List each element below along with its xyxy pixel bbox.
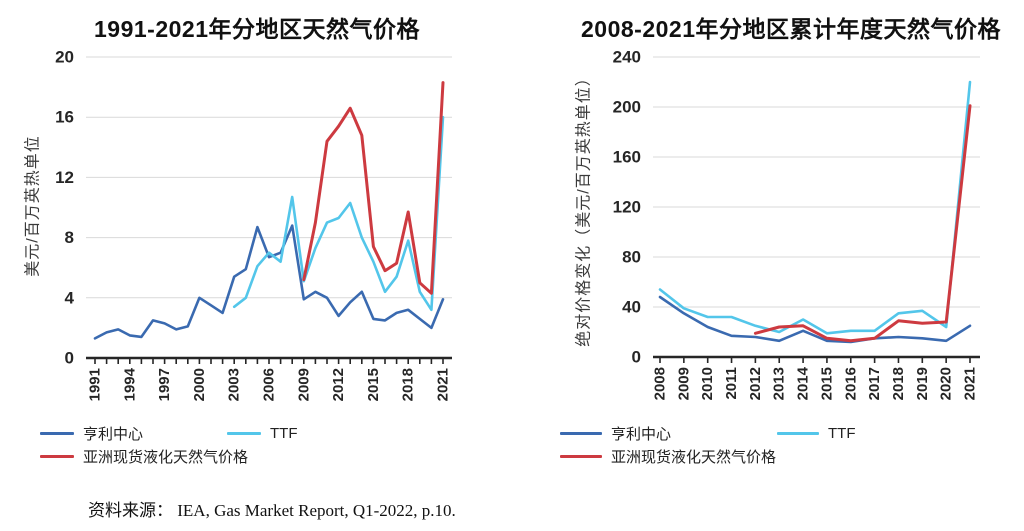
x-tick-label: 2015 xyxy=(818,367,835,400)
legend-label: TTF xyxy=(270,425,298,442)
legend-item-asia-lng: 亚洲现货液化天然气价格 xyxy=(40,446,248,467)
x-tick-label: 2008 xyxy=(652,367,669,400)
x-tick-label: 2012 xyxy=(330,368,347,401)
x-tick-label: 2018 xyxy=(890,367,907,400)
henry-hub-line-swatch xyxy=(560,432,602,435)
y-axis-label: 美元/百万英热单位 xyxy=(24,135,42,276)
right-chart-title: 2008-2021年分地区累计年度天然气价格 xyxy=(581,16,1001,42)
legend-label: 亚洲现货液化天然气价格 xyxy=(611,449,777,466)
left-line-chart: 0 4 8 12 16 20 1991 1994 1997 2000 2003 2006 2009 201… xyxy=(24,48,452,401)
x-tick-label: 2011 xyxy=(723,367,740,400)
x-tick-label: 2019 xyxy=(914,367,931,400)
y-tick-label: 160 xyxy=(613,148,641,167)
x-tick-label: 2009 xyxy=(675,367,692,400)
legend-row: 亨利中心 TTF xyxy=(40,422,500,445)
x-tick-label: 2009 xyxy=(295,368,312,401)
legend-item-asia-lng: 亚洲现货液化天然气价格 xyxy=(560,446,776,467)
y-tick-label: 120 xyxy=(613,198,641,217)
y-tick-label: 200 xyxy=(613,98,641,117)
x-tick-label: 1994 xyxy=(121,367,138,401)
y-tick-label: 12 xyxy=(55,168,74,187)
legend-row: 亨利中心 TTF xyxy=(560,422,1020,445)
ttf-line-swatch xyxy=(777,432,819,435)
x-tick-label: 2021 xyxy=(962,367,979,400)
x-tick-label: 2000 xyxy=(191,368,208,401)
x-tick-label: 1997 xyxy=(156,368,173,401)
x-tick-label: 2015 xyxy=(365,368,382,401)
series-line-henry_hub xyxy=(658,295,972,344)
x-tick-label: 2003 xyxy=(226,368,243,401)
henry-hub-line-swatch xyxy=(40,432,74,435)
y-tick-label: 40 xyxy=(622,298,641,317)
y-tick-label: 16 xyxy=(55,108,74,127)
legend-label: 亨利中心 xyxy=(611,426,672,443)
right-line-chart: 0 40 80 120 160 200 240 2008 2009 2010 2011 2012 201… xyxy=(575,48,980,400)
y-tick-label: 4 xyxy=(65,288,75,307)
x-tick-label: 2021 xyxy=(435,368,452,401)
x-tick-label: 2014 xyxy=(795,366,812,400)
legend-item-ttf: TTF xyxy=(777,425,856,442)
x-tick-label: 2006 xyxy=(261,368,278,401)
source-note: 资料来源： IEA, Gas Market Report, Q1-2022, p… xyxy=(88,501,456,520)
legend-label: 亨利中心 xyxy=(83,426,144,443)
legend-item-henry-hub: 亨利中心 xyxy=(40,423,227,444)
left-chart-title: 1991-2021年分地区天然气价格 xyxy=(94,16,420,42)
y-tick-label: 240 xyxy=(613,48,641,67)
x-tick-label: 2012 xyxy=(747,367,764,400)
y-tick-label: 8 xyxy=(65,228,74,247)
x-tick-label: 2013 xyxy=(771,367,788,400)
y-tick-label: 0 xyxy=(632,348,641,367)
y-tick-label: 0 xyxy=(65,349,74,368)
asia-lng-line-swatch xyxy=(40,455,74,458)
x-tick-label: 2016 xyxy=(842,367,859,400)
y-axis-label: 绝对价格变化（美元/百万英热单位） xyxy=(575,69,593,346)
x-tick-label: 2010 xyxy=(699,367,716,400)
x-tick-label: 2018 xyxy=(400,368,417,401)
x-tick-label: 2020 xyxy=(938,367,955,400)
legend-row: 亚洲现货液化天然气价格 xyxy=(40,445,500,468)
series-line-asia_lng xyxy=(302,81,445,295)
left-chart-legend: 亨利中心 TTF 亚洲现货液化天然气价格 xyxy=(40,422,500,468)
series-line-henry_hub xyxy=(93,224,445,340)
legend-label: TTF xyxy=(828,425,856,442)
series-line-asia_lng xyxy=(753,104,972,343)
y-tick-label: 20 xyxy=(55,48,74,67)
legend-item-henry-hub: 亨利中心 xyxy=(560,423,777,444)
series-line-ttf xyxy=(232,115,445,312)
asia-lng-line-swatch xyxy=(560,455,602,458)
x-tick-label: 2017 xyxy=(866,367,883,400)
legend-row: 亚洲现货液化天然气价格 xyxy=(560,445,1020,468)
legend-item-ttf: TTF xyxy=(227,425,298,442)
y-tick-label: 80 xyxy=(622,248,641,267)
ttf-line-swatch xyxy=(227,432,261,435)
right-chart-legend: 亨利中心 TTF 亚洲现货液化天然气价格 xyxy=(560,422,1020,468)
series-line-ttf xyxy=(658,80,972,335)
legend-label: 亚洲现货液化天然气价格 xyxy=(83,449,249,466)
x-tick-label: 1991 xyxy=(87,368,104,401)
